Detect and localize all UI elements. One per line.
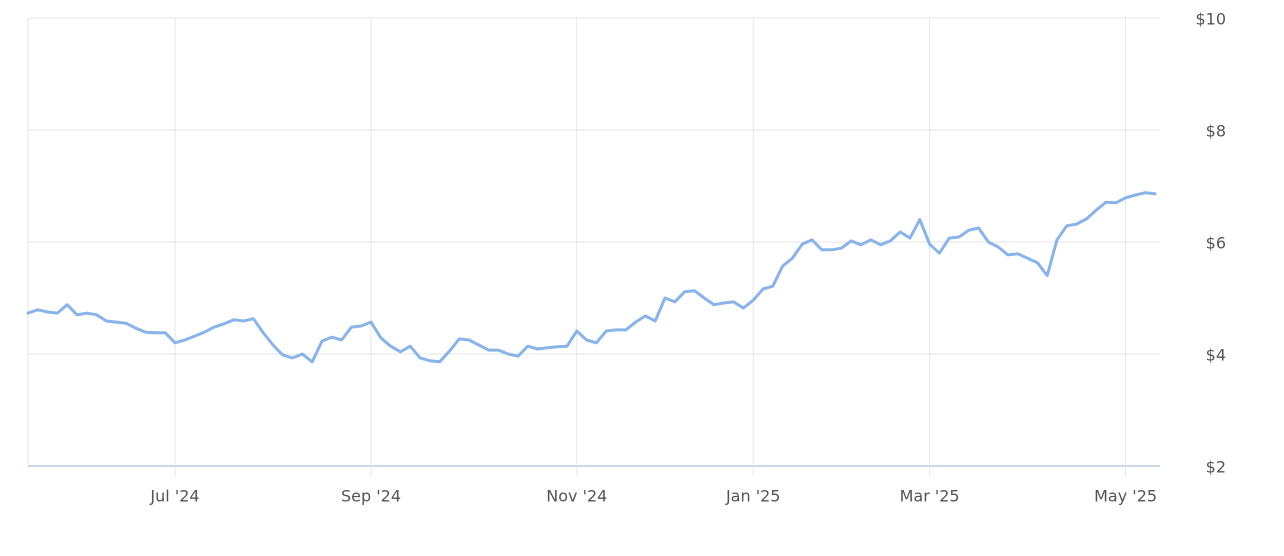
x-tick-label: Sep '24 bbox=[341, 487, 401, 506]
y-tick-label: $4 bbox=[1206, 346, 1226, 365]
price-line bbox=[26, 191, 1157, 364]
x-tick-label: Mar '25 bbox=[900, 487, 960, 506]
x-tick-label: Jan '25 bbox=[725, 487, 781, 506]
y-tick-label: $10 bbox=[1195, 10, 1226, 29]
y-tick-label: $8 bbox=[1206, 122, 1226, 141]
x-tick-label: Nov '24 bbox=[546, 487, 607, 506]
x-tick-label: May '25 bbox=[1094, 487, 1157, 506]
x-tick-label: Jul '24 bbox=[149, 487, 199, 506]
y-tick-label: $6 bbox=[1206, 234, 1226, 253]
y-tick-label: $2 bbox=[1206, 458, 1226, 477]
